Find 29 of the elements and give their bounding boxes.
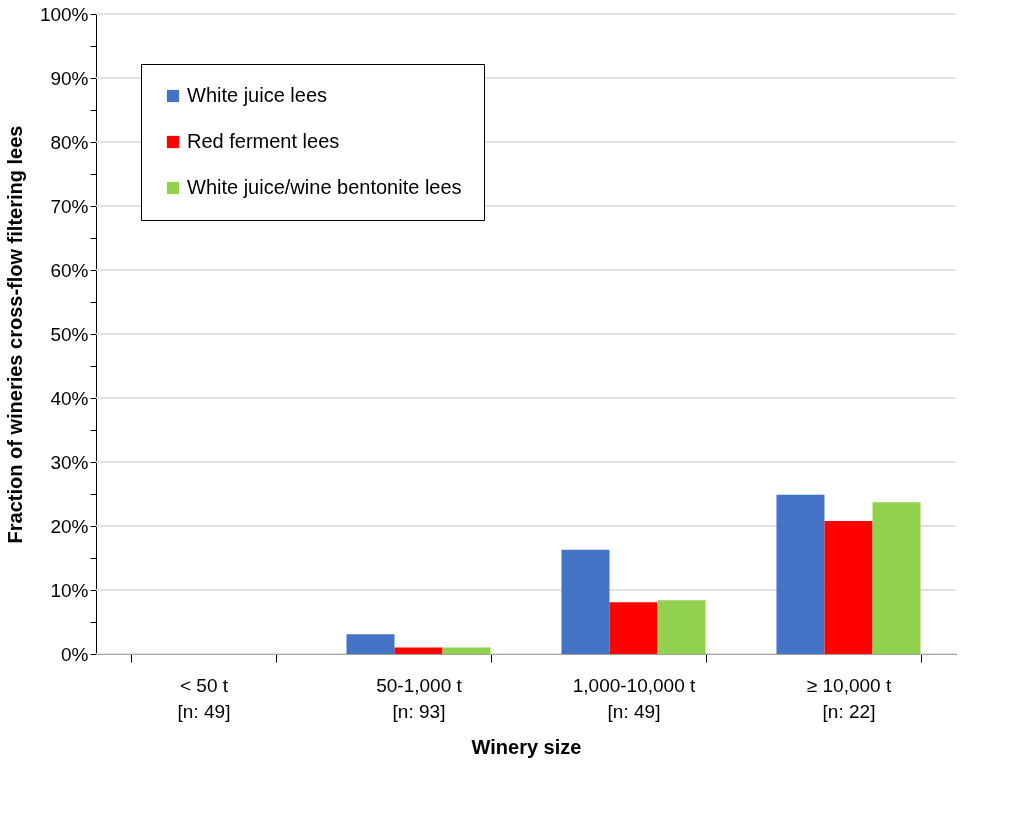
y-tick-label: 20% [50, 515, 89, 537]
bar [561, 549, 610, 654]
bar [872, 502, 921, 654]
bar [442, 647, 491, 654]
legend-label: White juice lees [187, 84, 328, 106]
x-tick-label: ≥ 10,000 t [n: 22] [806, 674, 892, 722]
bar [824, 520, 873, 654]
y-tick-label: 70% [50, 195, 89, 217]
legend-label: White juice/wine bentonite lees [187, 176, 462, 198]
x-tick-label: 50-1,000 t [n: 93] [376, 674, 463, 722]
bar [657, 600, 706, 654]
bar [394, 647, 443, 654]
y-tick-label: 40% [50, 387, 89, 409]
x-tick-label: < 50 t [n: 49] [177, 674, 231, 722]
y-tick-label: 80% [50, 131, 89, 153]
x-axis-title: Winery size [471, 735, 582, 758]
y-tick-label: 10% [50, 579, 89, 601]
y-tick-label: 50% [50, 323, 89, 345]
bar [776, 494, 825, 654]
bar [609, 602, 658, 654]
y-tick-label: 100% [39, 3, 89, 25]
y-tick-label: 60% [50, 259, 89, 281]
y-tick-label: 30% [50, 451, 89, 473]
y-tick-label: 90% [50, 67, 89, 89]
legend-label: Red ferment lees [187, 130, 340, 152]
y-tick-label: 0% [61, 643, 89, 665]
bar [346, 634, 395, 654]
y-axis-title: Fraction of wineries cross-flow filtering lees [3, 125, 26, 544]
x-tick-label: 1,000-10,000 t [n: 49] [572, 674, 696, 722]
